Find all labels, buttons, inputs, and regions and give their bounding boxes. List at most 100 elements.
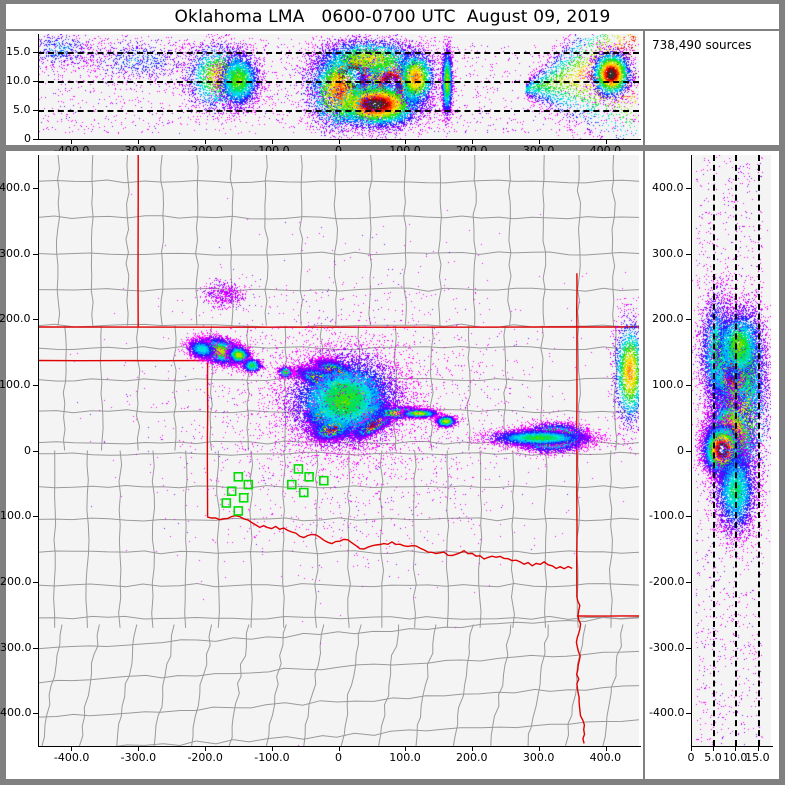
top-xtick-7 [538,139,540,144]
lma-station-marker [293,464,304,474]
right-xtick-2 [735,746,737,751]
panel-altitude-vs-north-south: 0 5.0 10.0 15.0 400.0 300.0 200.0 100.0 0 -100.0 -… [645,151,779,779]
top-plot-area [38,34,639,139]
lma-station-marker [233,471,244,482]
right-ytick-2 [686,319,692,321]
lma-station-marker [221,498,232,508]
lma-station-marker [298,487,309,498]
map-ytick-0 [33,187,39,189]
map-ytick-label-1: 300.0 [0,246,31,260]
map-xtick-label-2: -200.0 [187,751,223,764]
right-ytick-6 [686,581,692,583]
page-title: Oklahoma LMA 0600-0700 UTC August 09, 20… [174,6,611,27]
right-ytick-3 [686,384,692,386]
map-x-axis [38,746,641,747]
lma-station-marker [226,486,237,497]
map-ytick-2 [33,319,39,321]
top-ytick-label-3: 15.0 [6,44,31,58]
window-title-bar: Oklahoma LMA 0600-0700 UTC August 09, 20… [6,4,779,29]
top-ytick-label-1: 5.0 [13,102,31,116]
map-xtick-label-5: 100.0 [389,751,421,764]
right-ytick-label-8: -400.0 [649,706,685,720]
top-ytick-0 [33,139,39,140]
top-xtick-label-4: 0 [335,144,342,157]
top-density-canvas [38,34,639,139]
lma-station-marker [238,492,249,503]
map-xtick-3 [271,746,273,751]
right-gridline-10km [735,155,738,746]
top-ytick-2 [33,80,39,82]
lma-station-marker [233,506,244,516]
source-count-label: 738,490 sources [652,38,752,52]
top-ytick-label-0: 0 [24,132,31,145]
map-xtick-label-4: 0 [335,751,342,764]
top-xtick-5 [405,139,407,144]
lma-station-marker [243,479,254,490]
top-xtick-4 [338,139,340,144]
map-ytick-label-3: 100.0 [0,377,31,391]
right-ytick-label-5: -100.0 [649,509,685,523]
map-xtick-label-1: -300.0 [120,751,157,764]
map-ytick-7 [33,647,39,649]
right-xtick-label-3: 15.0 [745,751,770,764]
right-xtick-0 [691,746,692,751]
lma-station-marker [304,471,314,482]
top-gridline-10km [38,80,639,83]
right-xtick-label-1: 5.0 [704,751,722,764]
right-ytick-label-4: 0 [677,443,684,457]
map-xtick-label-0: -400.0 [53,751,90,764]
right-ytick-1 [686,253,692,255]
top-xtick-3 [271,139,273,144]
right-ytick-label-0: 400.0 [652,180,684,194]
right-xtick-3 [757,746,759,751]
right-gridline-5km [713,155,716,746]
map-ytick-label-2: 200.0 [0,312,31,326]
right-ytick-8 [686,713,692,715]
right-ytick-label-6: -200.0 [649,574,685,588]
right-ytick-0 [686,187,692,189]
right-xtick-label-0: 0 [687,751,695,764]
map-density-canvas [38,155,639,746]
top-x-axis [38,139,641,140]
right-ytick-label-2: 200.0 [652,312,684,326]
right-ytick-label-1: 300.0 [652,246,684,260]
map-ytick-label-6: -200.0 [0,574,32,588]
map-xtick-5 [405,746,407,751]
map-ytick-label-0: 400.0 [0,180,31,194]
map-xtick-4 [338,746,340,751]
map-ytick-4 [33,450,39,452]
right-xtick-label-2: 10.0 [722,751,748,764]
right-plot-area [691,155,771,746]
lma-station-marker [318,475,329,486]
right-ytick-5 [686,516,692,518]
top-ytick-label-2: 10.0 [6,73,31,87]
right-ytick-7 [686,647,692,649]
panel-source-count: 738,490 sources [645,31,779,145]
right-x-axis [691,746,773,747]
map-xtick-8 [605,746,607,751]
map-xtick-2 [204,746,206,751]
map-xtick-7 [538,746,540,751]
map-xtick-label-7: 300.0 [522,751,555,764]
top-gridline-5km [38,109,639,112]
top-xtick-8 [605,139,607,144]
map-xtick-1 [138,746,140,751]
right-ytick-label-7: -300.0 [649,640,685,654]
top-ytick-1 [33,109,39,111]
right-xtick-1 [713,746,715,751]
lma-station-marker [287,479,297,490]
top-y-axis [38,34,39,140]
map-xtick-6 [472,746,474,751]
right-ytick-label-3: 100.0 [652,377,684,391]
panel-plan-view-map: -400.0 -300.0 -200.0 -100.0 0 100.0 200.0 300.0… [0,151,643,779]
map-xtick-label-6: 200.0 [456,751,488,764]
map-xtick-0 [71,746,73,751]
map-ytick-1 [33,253,39,255]
top-gridline-15km [38,51,639,54]
map-ytick-label-8: -400.0 [0,706,32,720]
top-xtick-1 [138,139,140,144]
right-ytick-4 [686,450,692,452]
map-ytick-label-4: 0 [24,443,31,457]
top-xtick-6 [472,139,474,144]
